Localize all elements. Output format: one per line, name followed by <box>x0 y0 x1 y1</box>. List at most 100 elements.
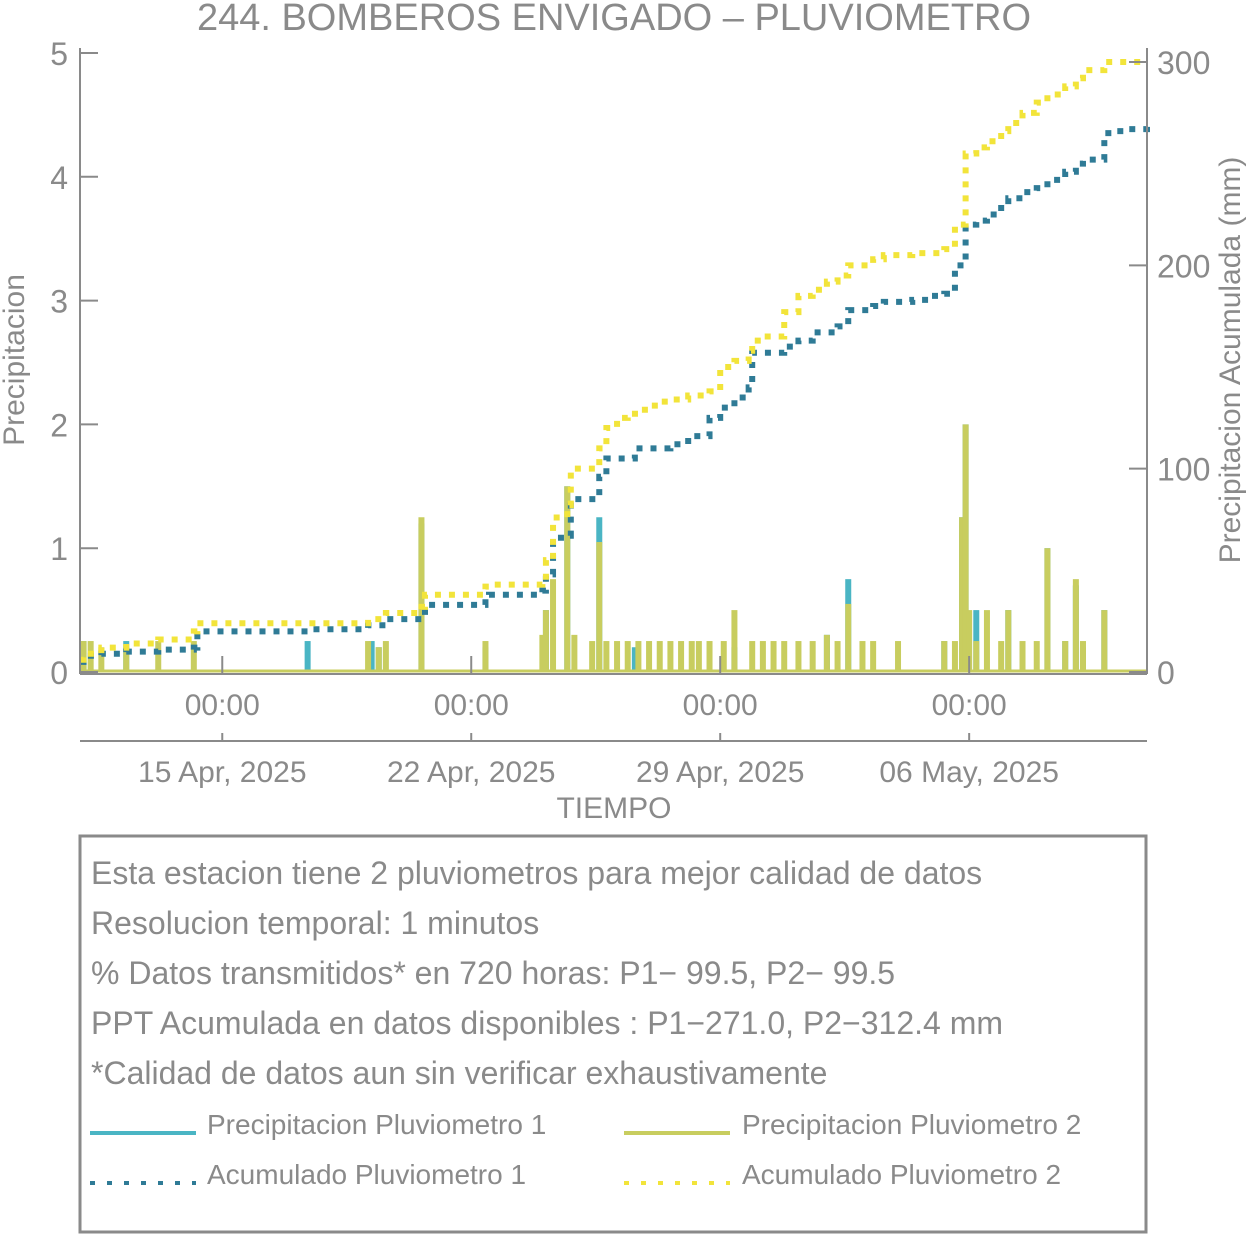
time-tick-label-2: 00:00 <box>683 689 758 722</box>
bars-pluviometro-2 <box>80 424 1147 673</box>
bar-p2-0 <box>80 641 87 672</box>
bar-p2-19 <box>614 641 621 672</box>
note-line-3: % Datos transmitidos* en 720 horas: P1− … <box>91 955 895 991</box>
bar-p2-24 <box>667 641 674 672</box>
bar-p2-51 <box>1005 610 1012 672</box>
bar-p2-22 <box>646 641 653 672</box>
bar-p2-47 <box>966 610 973 672</box>
bar-p2-4 <box>155 641 162 672</box>
line-acumulado-p2 <box>80 59 1147 663</box>
left-tick-label-4: 4 <box>50 160 68 196</box>
left-tick-label-2: 2 <box>50 407 68 443</box>
tick-labels: 0 1 2 3 4 5 0 100 200 300 00:00 00:00 00:00 00:00 15 A… <box>50 36 1210 789</box>
date-tick-label-3: 06 May, 2025 <box>879 756 1059 789</box>
right-tick-label-2: 200 <box>1157 248 1210 284</box>
bar-p2-42 <box>895 641 902 672</box>
bar-p2-2 <box>98 647 105 672</box>
left-y-axis-label: Precipitacion <box>0 274 31 446</box>
bar-p2-52 <box>1019 641 1026 672</box>
bar-p2-16 <box>589 641 596 672</box>
bar-p2-18 <box>603 641 610 672</box>
time-tick-label-0: 00:00 <box>185 689 260 722</box>
bar-p2-54 <box>1044 548 1051 672</box>
bar-p2-41 <box>870 641 877 672</box>
bar-p1-10 <box>631 647 638 672</box>
bar-p2-30 <box>731 610 738 672</box>
right-y-axis-label: Precipitacion Acumulada (mm) <box>1214 157 1247 564</box>
time-tick-label-1: 00:00 <box>434 689 509 722</box>
date-tick-label-2: 29 Apr, 2025 <box>636 756 805 789</box>
x-axis-label: TIEMPO <box>556 792 671 825</box>
bar-p2-9 <box>418 517 425 672</box>
date-tick-label-1: 22 Apr, 2025 <box>387 756 556 789</box>
bar-p2-46 <box>962 424 969 672</box>
right-tick-label-3: 300 <box>1157 45 1210 81</box>
bar-p2-53 <box>1033 641 1040 672</box>
bar-p2-58 <box>1101 610 1108 672</box>
bar-p2-50 <box>998 641 1005 672</box>
bar-p2-20 <box>624 641 631 672</box>
note-line-4: PPT Acumulada en datos disponibles : P1−… <box>91 1005 1003 1041</box>
legend-label-p2: Precipitacion Pluviometro 2 <box>742 1109 1081 1140</box>
bar-p2-29 <box>720 641 727 672</box>
bar-p2-32 <box>759 641 766 672</box>
right-tick-label-0: 0 <box>1157 655 1175 691</box>
bar-p2-39 <box>845 603 852 672</box>
bar-p2-27 <box>695 641 702 672</box>
bar-p2-17 <box>596 542 603 672</box>
bar-p2-14 <box>564 486 571 672</box>
bar-p1-3 <box>368 641 375 672</box>
left-tick-label-3: 3 <box>50 284 68 320</box>
bar-p2-40 <box>859 641 866 672</box>
bar-p2-57 <box>1079 641 1086 672</box>
right-tick-label-1: 100 <box>1157 452 1210 488</box>
bar-p2-8 <box>382 641 389 672</box>
bar-p2-33 <box>770 641 777 672</box>
bar-p2-56 <box>1072 579 1079 672</box>
legend-label-p1: Precipitacion Pluviometro 1 <box>207 1109 546 1140</box>
time-tick-label-3: 00:00 <box>932 689 1007 722</box>
bar-p2-25 <box>678 641 685 672</box>
bar-p2-31 <box>749 641 756 672</box>
bar-p2-28 <box>706 641 713 672</box>
bar-p2-49 <box>983 610 990 672</box>
bar-p2-7 <box>375 647 382 672</box>
chart-title: 244. BOMBEROS ENVIGADO – PLUVIOMETRO <box>197 0 1031 39</box>
bar-p2-12 <box>542 610 549 672</box>
bar-p2-35 <box>795 641 802 672</box>
bar-p2-11 <box>539 634 546 672</box>
note-line-5: *Calidad de datos aun sin verificar exha… <box>91 1055 827 1091</box>
bar-p2-43 <box>941 641 948 672</box>
bar-p2-15 <box>571 634 578 672</box>
left-tick-label-5: 5 <box>50 36 68 72</box>
bar-p2-36 <box>809 641 816 672</box>
bar-p2-3 <box>123 647 130 672</box>
bar-p2-5 <box>190 641 197 672</box>
bar-p2-6 <box>365 641 372 672</box>
line-acumulado-p1 <box>80 118 1150 665</box>
bar-p2-55 <box>1062 641 1069 672</box>
bar-p2-48 <box>973 641 980 672</box>
legend: Precipitacion Pluviometro 1 Precipitacio… <box>90 1109 1081 1190</box>
bar-p2-45 <box>959 517 966 672</box>
note-line-2: Resolucion temporal: 1 minutos <box>91 905 539 941</box>
bar-p2-34 <box>781 641 788 672</box>
bar-p2-23 <box>656 641 663 672</box>
legend-label-acum-p2: Acumulado Pluviometro 2 <box>742 1159 1061 1190</box>
bar-p2-26 <box>688 641 695 672</box>
left-tick-label-1: 1 <box>50 531 68 567</box>
bar-p2-38 <box>834 641 841 672</box>
legend-label-acum-p1: Acumulado Pluviometro 1 <box>207 1159 526 1190</box>
bar-p2-44 <box>951 641 958 672</box>
bar-p2-21 <box>635 641 642 672</box>
cumulative-lines <box>80 59 1150 665</box>
notes-box <box>78 834 1148 1234</box>
bar-p2-10 <box>482 641 489 672</box>
bar-p2-37 <box>823 634 830 672</box>
bar-p2-13 <box>550 579 557 672</box>
left-tick-label-0: 0 <box>50 655 68 691</box>
bar-p1-2 <box>304 641 311 672</box>
date-tick-label-0: 15 Apr, 2025 <box>138 756 307 789</box>
note-line-1: Esta estacion tiene 2 pluviometros para … <box>91 855 982 891</box>
